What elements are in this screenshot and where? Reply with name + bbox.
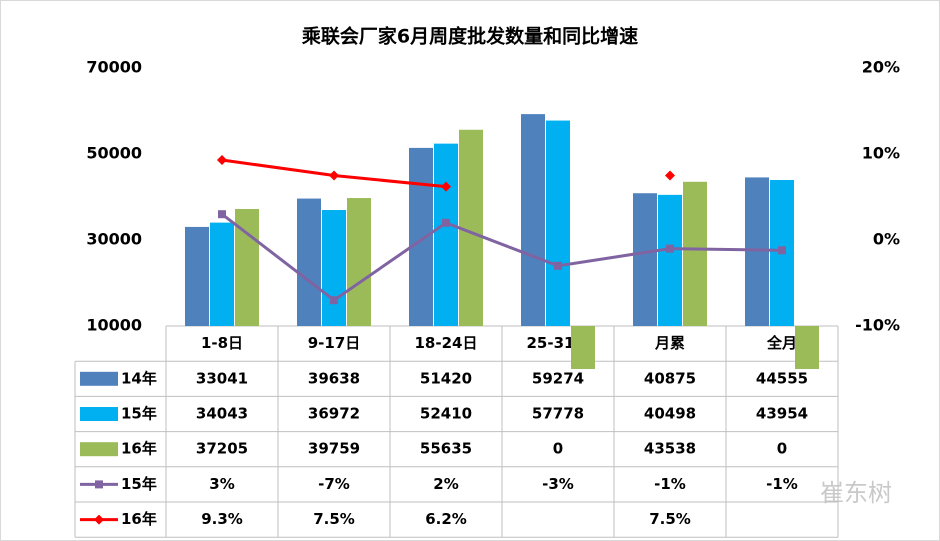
table-value: 40875 [644, 369, 696, 387]
marker [217, 155, 227, 166]
table-value: 0 [553, 440, 563, 458]
table-value: 7.5% [649, 510, 691, 528]
marker [778, 246, 786, 255]
table-value: -3% [542, 475, 574, 493]
x-tick-label: 9-17日 [308, 334, 361, 352]
legend-swatch [80, 407, 118, 421]
table-value: -7% [318, 475, 350, 493]
bar [571, 326, 595, 369]
watermark: 崔东树 [820, 479, 892, 507]
bar [795, 326, 819, 369]
table-value: -1% [654, 475, 686, 493]
bar [633, 193, 657, 326]
bar [683, 181, 707, 326]
table-value: 7.5% [313, 510, 355, 528]
bar [521, 114, 545, 327]
table-value: 9.3% [201, 510, 243, 528]
table-value: 2% [433, 475, 458, 493]
table-value: 39759 [308, 440, 360, 458]
table-value: 57778 [532, 405, 584, 423]
bar [409, 147, 433, 326]
table-value: 37205 [196, 440, 248, 458]
marker [441, 181, 451, 192]
chart-title: 乘联会厂家6月周度批发数量和同比增速 [301, 25, 638, 48]
x-tick-label: 18-24日 [415, 334, 478, 352]
table-value: 44555 [756, 369, 808, 387]
y2-tick-label: -10% [855, 316, 900, 335]
marker [218, 210, 226, 219]
x-tick-label: 全月 [766, 334, 797, 352]
table-value: 43954 [756, 405, 808, 423]
marker [554, 261, 562, 270]
table-value: 52410 [420, 405, 472, 423]
table-value: 3% [209, 475, 234, 493]
table-value: -1% [766, 475, 798, 493]
bar [322, 210, 346, 326]
table-value: 40498 [644, 405, 696, 423]
legend-marker [94, 514, 104, 525]
line [221, 213, 783, 303]
table-value: 6.2% [425, 510, 467, 528]
y2-tick-label: 20% [862, 58, 900, 77]
y-tick-label: 30000 [86, 230, 142, 249]
marker [665, 170, 675, 181]
bar [297, 198, 321, 326]
bar [347, 198, 371, 326]
y2-tick-label: 0% [873, 230, 900, 249]
table-value: 33041 [196, 369, 248, 387]
table-value: 43538 [644, 440, 696, 458]
marker [442, 218, 450, 227]
bar [434, 143, 458, 326]
legend-label: 15年 [121, 405, 157, 423]
bar [546, 120, 570, 327]
legend-swatch [80, 442, 118, 457]
legend-label: 14年 [121, 369, 157, 387]
legend-swatch [80, 371, 118, 386]
marker [330, 296, 338, 305]
legend-label: 16年 [121, 440, 157, 458]
y-tick-label: 70000 [86, 58, 142, 77]
bar [658, 194, 682, 326]
y-tick-label: 10000 [86, 316, 142, 335]
table-value: 34043 [196, 405, 248, 423]
bar [210, 222, 234, 326]
legend-marker [95, 480, 103, 489]
table-value: 59274 [532, 369, 584, 387]
x-tick-label: 月累 [654, 334, 685, 352]
y2-tick-label: 10% [862, 144, 900, 163]
marker [329, 170, 339, 181]
table-value: 55635 [420, 440, 472, 458]
table-value: 36972 [308, 405, 360, 423]
bar [745, 177, 769, 326]
table-value: 39638 [308, 369, 360, 387]
x-tick-label: 1-8日 [201, 334, 243, 352]
marker [666, 244, 674, 253]
table-value: 51420 [420, 369, 472, 387]
legend-label: 15年 [121, 475, 157, 493]
legend-label: 16年 [121, 510, 157, 528]
table-value: 0 [777, 440, 787, 458]
y-tick-label: 50000 [86, 144, 142, 163]
bar [185, 226, 209, 326]
